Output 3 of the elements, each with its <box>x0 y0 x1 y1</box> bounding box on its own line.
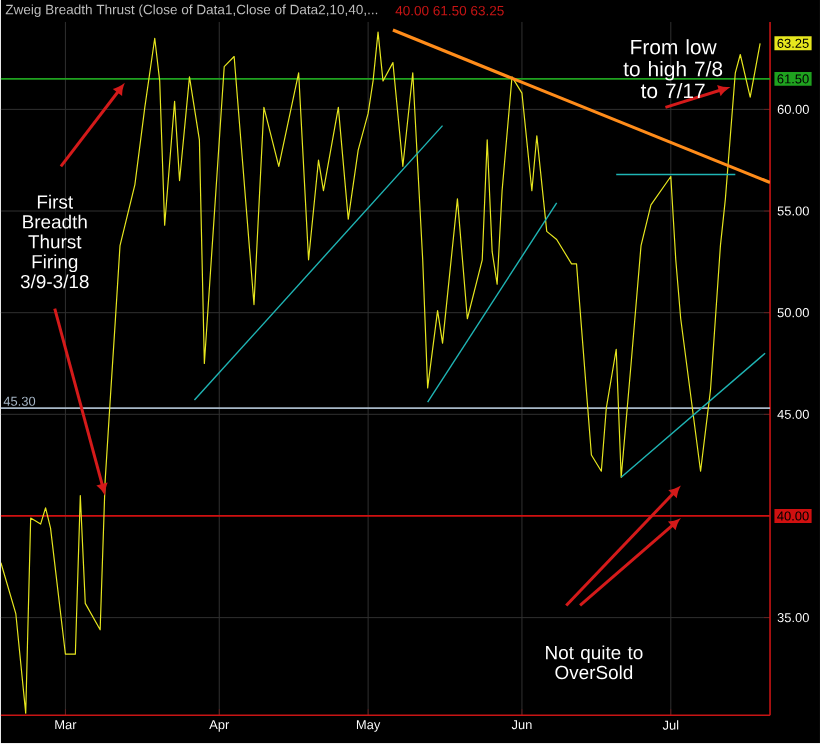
annotation: First Breadth Thurst Firing 3/9-3/18 <box>20 195 89 289</box>
annotation: From low to high 7/8 to 7/17 <box>623 39 723 99</box>
annotation: Not quite to OverSold <box>546 645 643 680</box>
